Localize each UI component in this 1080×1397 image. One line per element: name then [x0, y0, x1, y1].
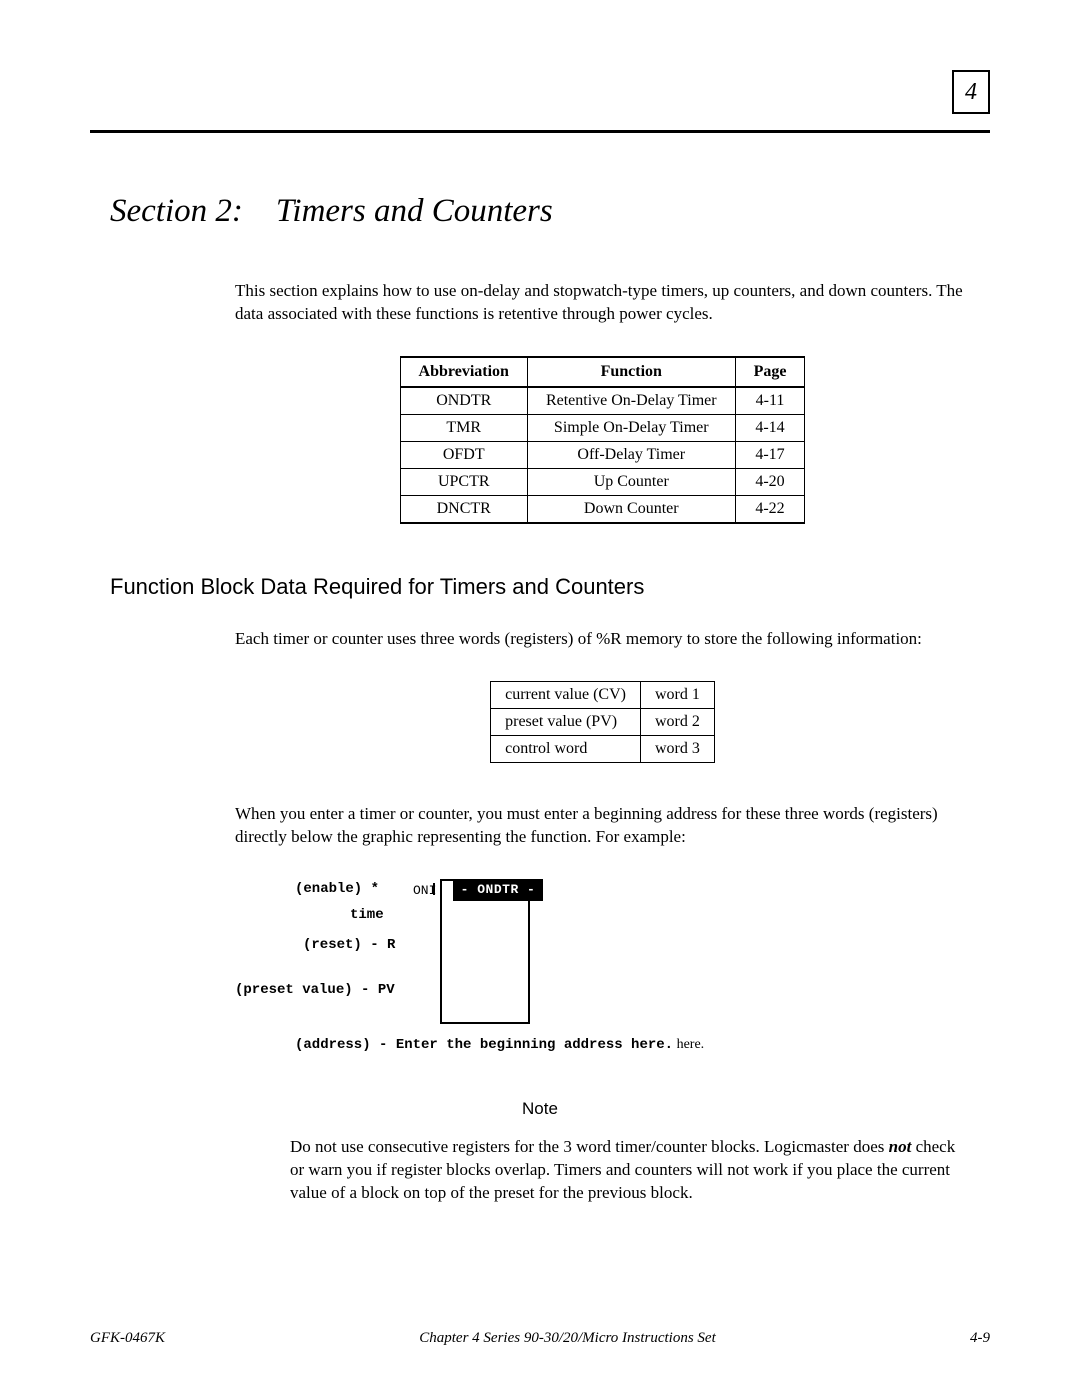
block-label: - ONDTR - — [453, 879, 543, 901]
reset-label: (reset) - R — [303, 937, 395, 953]
footer-chapter: Chapter 4 Series 90-30/20/Micro Instruct… — [419, 1330, 716, 1347]
table-row: UPCTR Up Counter 4-20 — [400, 468, 805, 495]
table-row: control word word 3 — [491, 735, 715, 762]
table-row: current value (CV) word 1 — [491, 681, 715, 708]
section-title: Section 2: Timers and Counters — [110, 193, 990, 230]
cell: current value (CV) — [491, 681, 641, 708]
para2: Each timer or counter uses three words (… — [235, 628, 970, 651]
cell: Off-Delay Timer — [527, 441, 735, 468]
cell: TMR — [400, 414, 527, 441]
note-heading: Note — [90, 1099, 990, 1119]
table-row: TMR Simple On-Delay Timer 4-14 — [400, 414, 805, 441]
time-label: time — [350, 907, 384, 923]
footer-page-num: 4-9 — [970, 1330, 990, 1347]
cell: word 2 — [640, 708, 714, 735]
body-indent: This section explains how to use on-dela… — [235, 280, 970, 524]
function-block-diagram: ONI - ONDTR - (enable) * time (reset) - … — [235, 879, 875, 1069]
subsection-title: Function Block Data Required for Timers … — [110, 574, 990, 600]
cell: control word — [491, 735, 641, 762]
chapter-number: 4 — [965, 79, 977, 106]
cell: Simple On-Delay Timer — [527, 414, 735, 441]
address-label: (address) - Enter the beginning address … — [295, 1037, 704, 1053]
cell: DNCTR — [400, 495, 527, 523]
cell: 4-20 — [735, 468, 805, 495]
cell: Retentive On-Delay Timer — [527, 387, 735, 415]
table-header-row: Abbreviation Function Page — [400, 357, 805, 387]
cell: OFDT — [400, 441, 527, 468]
cell: word 3 — [640, 735, 714, 762]
table-row: DNCTR Down Counter 4-22 — [400, 495, 805, 523]
cell: 4-17 — [735, 441, 805, 468]
address-bold: (address) - Enter the beginning address … — [295, 1037, 673, 1053]
functions-table: Abbreviation Function Page ONDTR Retenti… — [400, 356, 806, 524]
vertical-bar-icon — [433, 883, 435, 895]
body-indent-2: Each timer or counter uses three words (… — [235, 628, 970, 849]
intro-paragraph: This section explains how to use on-dela… — [235, 280, 970, 326]
cell: ONDTR — [400, 387, 527, 415]
note-pre: Do not use consecutive registers for the… — [290, 1137, 889, 1156]
table-row: ONDTR Retentive On-Delay Timer 4-11 — [400, 387, 805, 415]
col-page: Page — [735, 357, 805, 387]
address-tail: here. — [673, 1037, 704, 1052]
col-abbr: Abbreviation — [400, 357, 527, 387]
page-footer: GFK-0467K Chapter 4 Series 90-30/20/Micr… — [90, 1330, 990, 1347]
cell: Down Counter — [527, 495, 735, 523]
table-row: OFDT Off-Delay Timer 4-17 — [400, 441, 805, 468]
cell: 4-14 — [735, 414, 805, 441]
table-row: preset value (PV) word 2 — [491, 708, 715, 735]
cell: 4-22 — [735, 495, 805, 523]
pv-label: (preset value) - PV — [235, 982, 395, 998]
cell: 4-11 — [735, 387, 805, 415]
note-body: Do not use consecutive registers for the… — [290, 1136, 970, 1205]
cell: word 1 — [640, 681, 714, 708]
para3: When you enter a timer or counter, you m… — [235, 803, 970, 849]
cell: Up Counter — [527, 468, 735, 495]
chapter-number-box: 4 — [952, 70, 990, 114]
registers-table: current value (CV) word 1 preset value (… — [490, 681, 715, 763]
page: 4 Section 2: Timers and Counters This se… — [0, 0, 1080, 1397]
cell: preset value (PV) — [491, 708, 641, 735]
top-rule — [90, 130, 990, 133]
note-bold: not — [889, 1137, 912, 1156]
enable-label: (enable) * — [295, 881, 379, 897]
footer-doc-id: GFK-0467K — [90, 1330, 165, 1347]
col-func: Function — [527, 357, 735, 387]
cell: UPCTR — [400, 468, 527, 495]
